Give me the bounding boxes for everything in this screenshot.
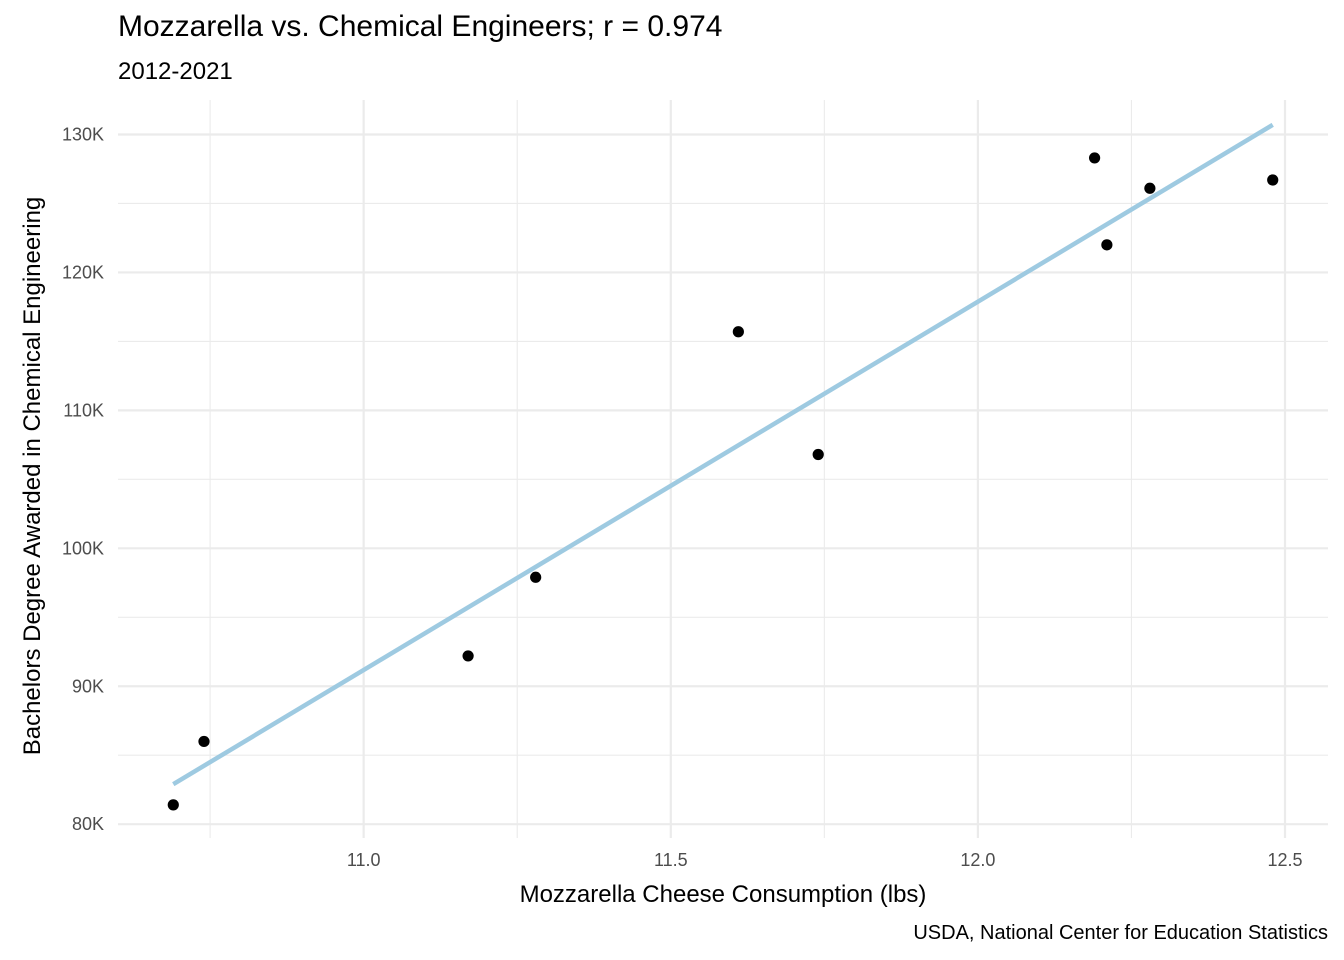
x-axis-title: Mozzarella Cheese Consumption (lbs): [520, 881, 927, 908]
data-point: [812, 448, 824, 461]
data-point: [530, 571, 542, 583]
y-axis-title: Bachelors Degree Awarded in Chemical Eng…: [19, 197, 46, 756]
minor-gridlines: [118, 100, 1328, 838]
data-point: [198, 735, 210, 748]
data-points: [167, 152, 1279, 811]
data-point: [732, 326, 744, 338]
x-tick-label: 12.5: [1267, 850, 1302, 870]
x-tick-label: 11.0: [347, 850, 381, 870]
y-tick-label: 130K: [62, 124, 104, 144]
chart-caption: USDA, National Center for Education Stat…: [913, 922, 1328, 944]
data-point: [1088, 152, 1101, 164]
x-tick-labels: 11.0 11.5 12.0 12.5: [347, 850, 1303, 870]
data-point: [1267, 174, 1279, 186]
y-tick-label: 90K: [72, 676, 104, 696]
x-tick-label: 11.5: [654, 850, 688, 870]
data-point: [1101, 239, 1113, 251]
chart-subtitle: 2012-2021: [118, 58, 233, 85]
y-tick-labels: 80K 90K 100K 110K 120K 130K: [62, 124, 104, 834]
x-tick-label: 12.0: [960, 850, 995, 870]
data-point: [462, 650, 474, 662]
trendline-layer: [172, 122, 1274, 787]
data-point: [1144, 182, 1156, 194]
data-point: [167, 799, 179, 811]
y-tick-label: 80K: [72, 814, 104, 834]
trendline: [172, 122, 1274, 787]
y-tick-label: 110K: [63, 400, 104, 420]
y-tick-label: 100K: [62, 538, 104, 558]
chart-title: Mozzarella vs. Chemical Engineers; r = 0…: [118, 10, 723, 43]
y-tick-label: 120K: [62, 262, 104, 282]
major-gridlines: [118, 100, 1328, 838]
